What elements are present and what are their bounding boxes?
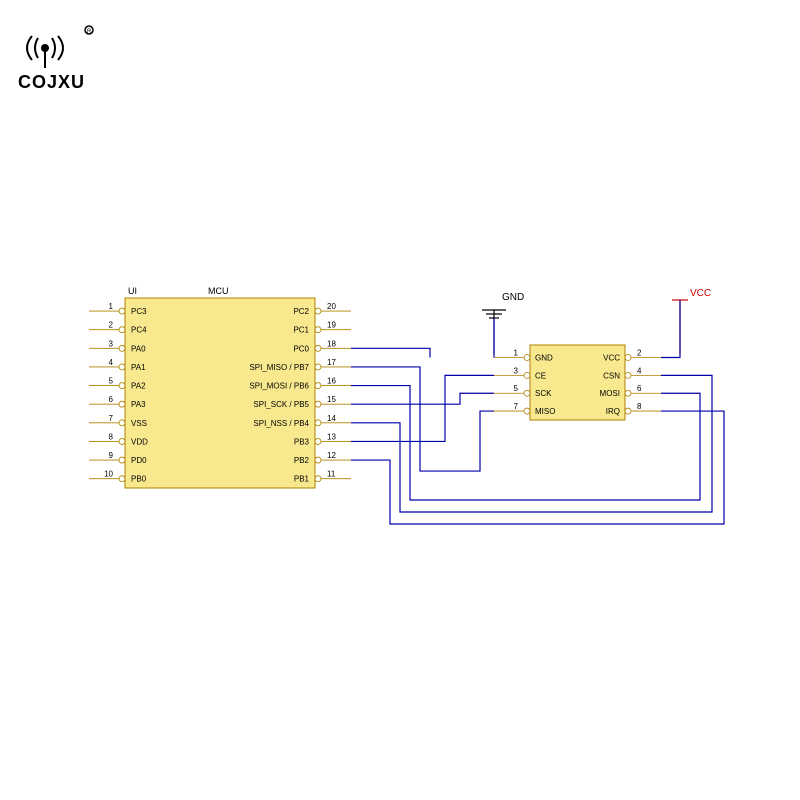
pin-number: 10	[104, 470, 113, 479]
net-wire	[351, 367, 494, 471]
vcc-symbol: VCC	[672, 288, 711, 354]
pin-number: 1	[514, 349, 519, 358]
pin-number: 9	[109, 451, 114, 460]
gnd-label: GND	[502, 292, 524, 303]
net-wire	[351, 386, 700, 500]
pin-number: 4	[637, 366, 642, 375]
pin-label: VSS	[131, 419, 147, 428]
pin-number: 11	[327, 470, 336, 479]
pin-label: VCC	[603, 354, 620, 363]
pin-number: 5	[109, 377, 114, 386]
rf-module-chip: 1 GND 3 CE 5 SCK 7 MISO 2 VCC 4 CSN 6 MOSI 8 IRQ	[494, 345, 661, 420]
pin-label: CE	[535, 371, 546, 380]
pin-label: GND	[535, 354, 553, 363]
pin-label: VDD	[131, 437, 148, 446]
pin-number: 20	[327, 302, 336, 311]
pin-label: PA0	[131, 344, 146, 353]
pin-label: SPI_MOSI / PB6	[249, 382, 309, 391]
pin-number: 2	[109, 321, 114, 330]
pin-number: 18	[327, 339, 336, 348]
pin-number: 7	[109, 414, 114, 423]
pin-number: 15	[327, 395, 336, 404]
net-wire	[351, 411, 724, 524]
pin-label: PB2	[294, 456, 310, 465]
pin-number: 14	[327, 414, 336, 423]
pin-label: PB3	[294, 437, 310, 446]
pin-number: 13	[327, 432, 336, 441]
logo-icon: R	[27, 26, 93, 68]
pin-label: SPI_MISO / PB7	[249, 363, 309, 372]
logo-text: COJXU	[18, 72, 85, 92]
pin-number: 8	[637, 402, 642, 411]
pin-number: 16	[327, 377, 336, 386]
schematic-canvas: R COJXU UI MCU 1 PC3 2 PC4 3 PA0 4 PA1 5 PA2 6 PA3 7 VS…	[0, 0, 800, 800]
pin-number: 8	[109, 432, 114, 441]
pin-label: SPI_NSS / PB4	[253, 419, 309, 428]
pin-label: SCK	[535, 389, 552, 398]
pin-label: MOSI	[600, 389, 620, 398]
pin-number: 1	[109, 302, 114, 311]
registered-mark: R	[87, 29, 92, 35]
mcu-chip: UI MCU 1 PC3 2 PC4 3 PA0 4 PA1 5 PA2 6 PA3 7 VSS 8 VDD 9 PD…	[89, 286, 351, 488]
pin-label: PA3	[131, 400, 146, 409]
net-wire	[661, 300, 680, 358]
pin-number: 4	[109, 358, 114, 367]
pin-number: 19	[327, 321, 336, 330]
pin-number: 6	[109, 395, 114, 404]
pin-number: 17	[327, 358, 336, 367]
gnd-symbol: GND	[482, 292, 524, 354]
pin-label: CSN	[603, 371, 620, 380]
pin-number: 7	[514, 402, 519, 411]
pin-number: 2	[637, 349, 642, 358]
pin-label: PB1	[294, 475, 310, 484]
pin-label: PC1	[293, 326, 309, 335]
pin-number: 3	[109, 339, 114, 348]
pin-number: 12	[327, 451, 336, 460]
pin-number: 5	[514, 384, 519, 393]
pin-label: PC4	[131, 326, 147, 335]
vcc-label: VCC	[690, 288, 711, 299]
pin-label: PA2	[131, 382, 146, 391]
pin-label: PA1	[131, 363, 146, 372]
pin-label: SPI_SCK / PB5	[253, 400, 309, 409]
mcu-title-left: UI	[128, 286, 137, 296]
pin-label: PD0	[131, 456, 147, 465]
mcu-title-center: MCU	[208, 286, 229, 296]
pin-label: IRQ	[606, 407, 620, 416]
net-wire	[351, 393, 494, 404]
pin-label: PC2	[293, 307, 309, 316]
pin-label: MISO	[535, 407, 555, 416]
pin-number: 6	[637, 384, 642, 393]
pin-label: PC3	[131, 307, 147, 316]
pin-number: 3	[514, 366, 519, 375]
pin-label: PC0	[293, 344, 309, 353]
net-wire	[351, 348, 430, 357]
pin-label: PB0	[131, 475, 147, 484]
